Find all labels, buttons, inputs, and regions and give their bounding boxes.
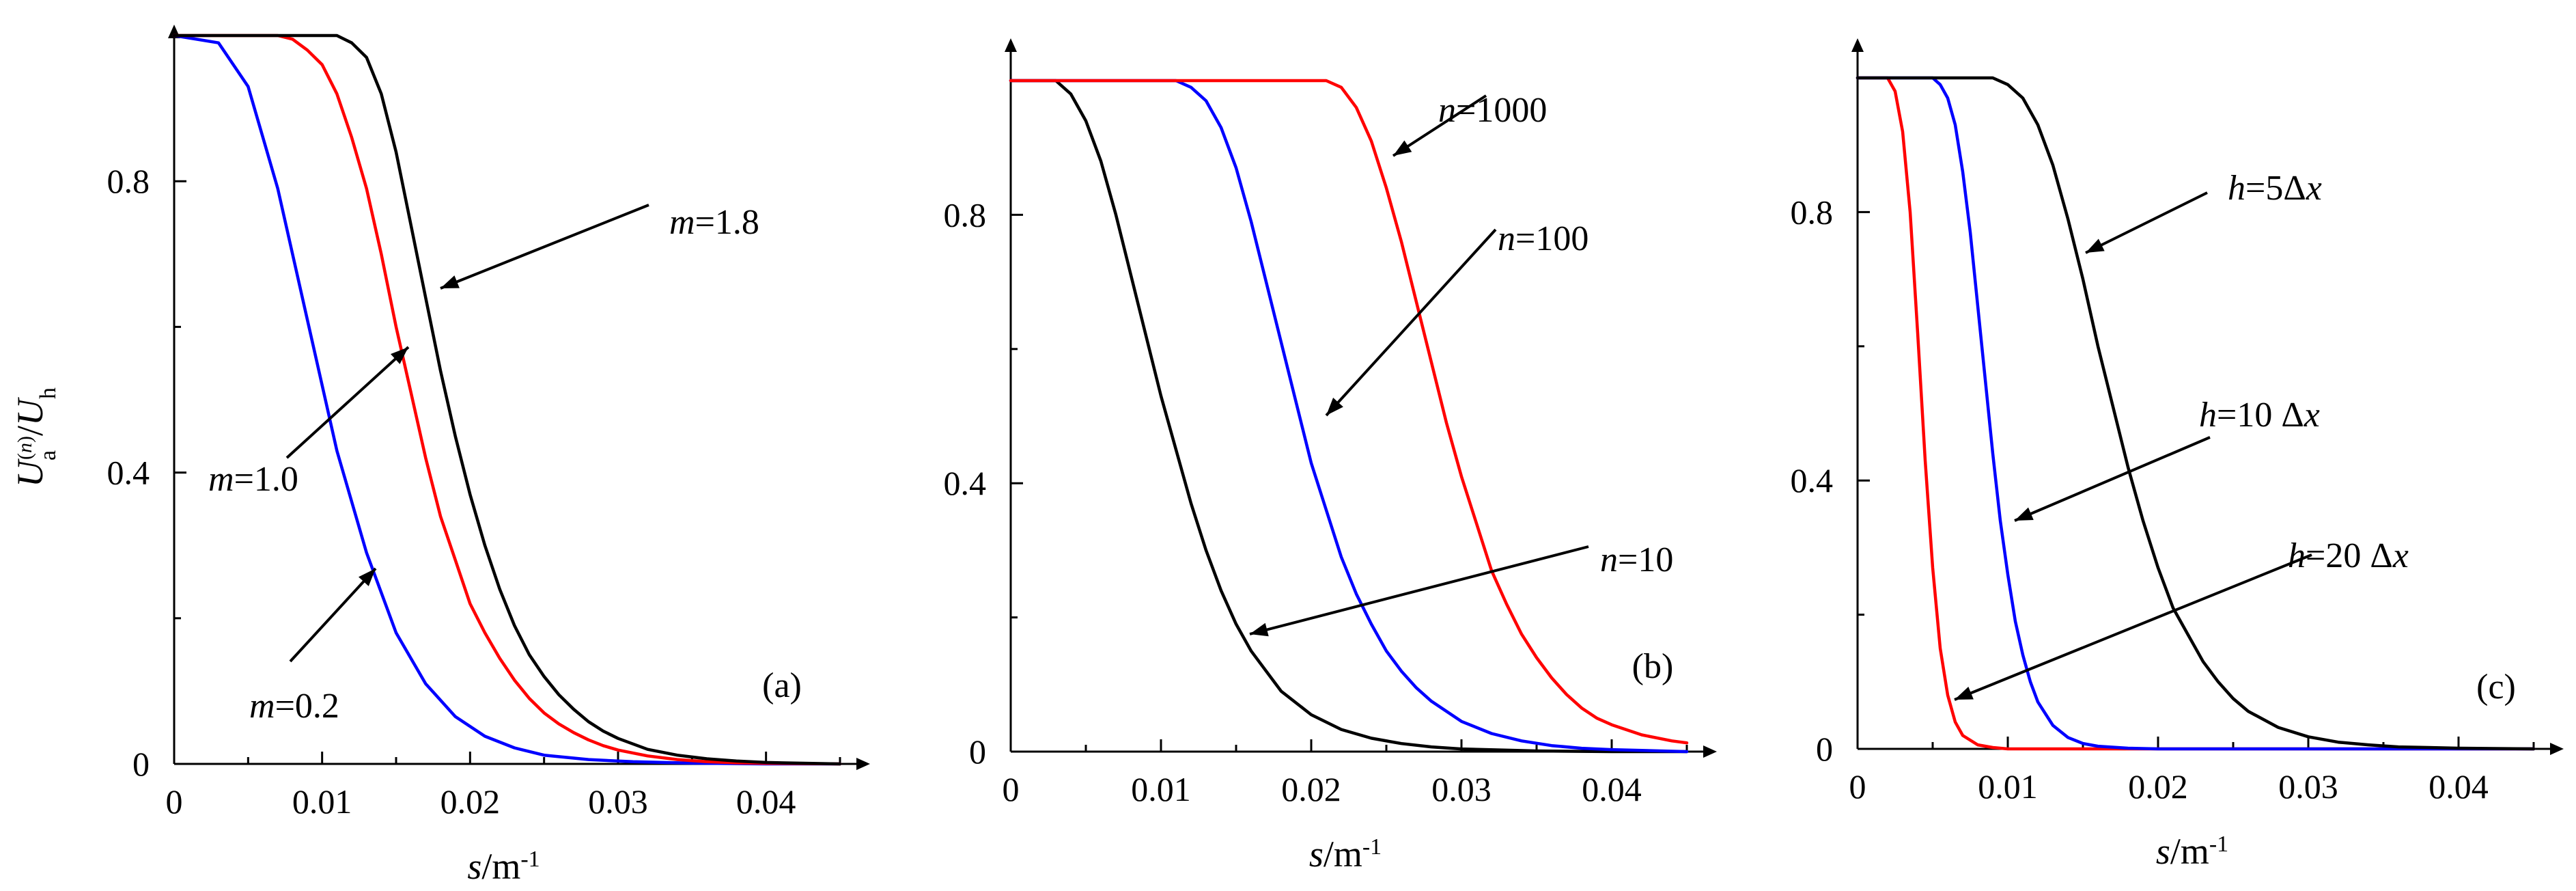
annotation-label: h=5Δx bbox=[2228, 169, 2322, 208]
panel-label: (c) bbox=[2476, 668, 2516, 707]
y-tick-label: 0.4 bbox=[1791, 461, 1834, 499]
y-tick-label: 0.8 bbox=[944, 195, 987, 234]
series-line-2 bbox=[1856, 76, 2536, 751]
series-line-1 bbox=[172, 33, 842, 766]
x-tick-label: 0 bbox=[1003, 770, 1020, 808]
x-tick-label: 0.03 bbox=[2278, 767, 2338, 806]
x-axis-arrow bbox=[856, 758, 870, 770]
x-axis-title: s/m-1 bbox=[467, 846, 540, 887]
x-tick-label: 0.01 bbox=[1131, 770, 1191, 808]
x-tick-label: 0.03 bbox=[1431, 770, 1492, 808]
annotation-arrow-line bbox=[1249, 545, 1589, 635]
annotation-label: n=10 bbox=[1600, 540, 1673, 579]
x-tick-label: 0.04 bbox=[2428, 767, 2489, 806]
x-tick-label: 0.02 bbox=[1281, 770, 1341, 808]
annotation-arrow-line bbox=[1325, 228, 1497, 417]
annotation-arrow-head bbox=[440, 275, 460, 288]
panel-label: (b) bbox=[1632, 647, 1674, 686]
panel-b: 0 0.01 0.02 0.03 0.04 0 0.4 0.8 n=1000 n=100 n=10 (… bbox=[944, 38, 1717, 875]
annotation-arrow-head bbox=[2015, 507, 2034, 521]
x-tick-label: 0.01 bbox=[1978, 767, 2038, 806]
annotation-label: m=0.2 bbox=[249, 687, 339, 726]
x-tick-label: 0 bbox=[166, 782, 183, 821]
annotation-arrow-head bbox=[1326, 398, 1343, 415]
annotation-arrow-head bbox=[1955, 687, 1974, 700]
panel-label: (a) bbox=[762, 666, 802, 705]
y-tick-label: 0 bbox=[132, 745, 150, 783]
x-tick-label: 0.01 bbox=[292, 782, 352, 821]
annotation-arrow-line bbox=[2085, 191, 2208, 254]
annotation-arrow-line bbox=[440, 204, 649, 290]
series-line-3 bbox=[1856, 76, 2536, 751]
y-tick-label: 0 bbox=[1816, 730, 1833, 768]
annotation-arrow-head bbox=[391, 347, 408, 364]
x-tick-label: 0.03 bbox=[588, 782, 648, 821]
series-line-3 bbox=[1009, 79, 1689, 745]
y-tick-label: 0.8 bbox=[107, 162, 150, 200]
annotation-arrow-line bbox=[285, 346, 410, 459]
x-axis-title: s/m-1 bbox=[1309, 834, 1382, 875]
annotation-arrow-head bbox=[2086, 238, 2105, 253]
y-axis-arrow bbox=[1851, 38, 1864, 52]
x-tick-label: 0.02 bbox=[2128, 767, 2188, 806]
series-line-3 bbox=[172, 33, 842, 766]
x-tick-label: 0.04 bbox=[1582, 770, 1642, 808]
annotation-label: h=10 Δx bbox=[2199, 396, 2320, 435]
y-tick-label: 0.4 bbox=[107, 454, 150, 492]
annotation-arrow-line bbox=[2014, 436, 2211, 522]
annotation-label: h=20 Δx bbox=[2288, 536, 2409, 575]
y-tick-label: 0.8 bbox=[1791, 193, 1834, 231]
annotation-arrow-line bbox=[1954, 553, 2312, 701]
panel-c: 0 0.01 0.02 0.03 0.04 0 0.4 0.8 h=5Δx h=10 Δx h=20… bbox=[1791, 38, 2564, 872]
series-line-2 bbox=[172, 33, 842, 766]
y-tick-label: 0.4 bbox=[944, 464, 987, 502]
x-axis-title: s/m-1 bbox=[2156, 831, 2228, 872]
panel-a: 0 0.01 0.02 0.03 0.04 0 0.4 0.8 m=1.8 m=1.0 m=0.2 (… bbox=[107, 25, 870, 887]
annotation-arrow-line bbox=[289, 567, 377, 663]
y-tick-label: 0 bbox=[969, 732, 986, 771]
x-tick-label: 0 bbox=[1849, 767, 1866, 806]
series-line-2 bbox=[1009, 79, 1689, 754]
annotation-label: m=1.8 bbox=[669, 203, 759, 242]
annotation-label: m=1.0 bbox=[208, 460, 298, 499]
annotation-label: n=100 bbox=[1498, 219, 1588, 258]
y-axis-title: Ua(n)/Uh bbox=[10, 387, 61, 487]
x-axis-arrow bbox=[1703, 745, 1717, 758]
annotation-arrow-line bbox=[1392, 94, 1487, 157]
x-tick-label: 0.02 bbox=[440, 782, 501, 821]
x-axis-arrow bbox=[2550, 743, 2564, 755]
annotation-arrow-head bbox=[359, 568, 376, 586]
annotation-arrow-head bbox=[1250, 622, 1269, 637]
series-line-1 bbox=[1856, 76, 2536, 751]
annotation-label: n=1000 bbox=[1438, 91, 1547, 130]
annotation-arrow-head bbox=[1393, 140, 1412, 156]
x-tick-label: 0.04 bbox=[736, 782, 796, 821]
y-axis-arrow bbox=[1005, 38, 1017, 52]
series-line-1 bbox=[1009, 79, 1689, 754]
